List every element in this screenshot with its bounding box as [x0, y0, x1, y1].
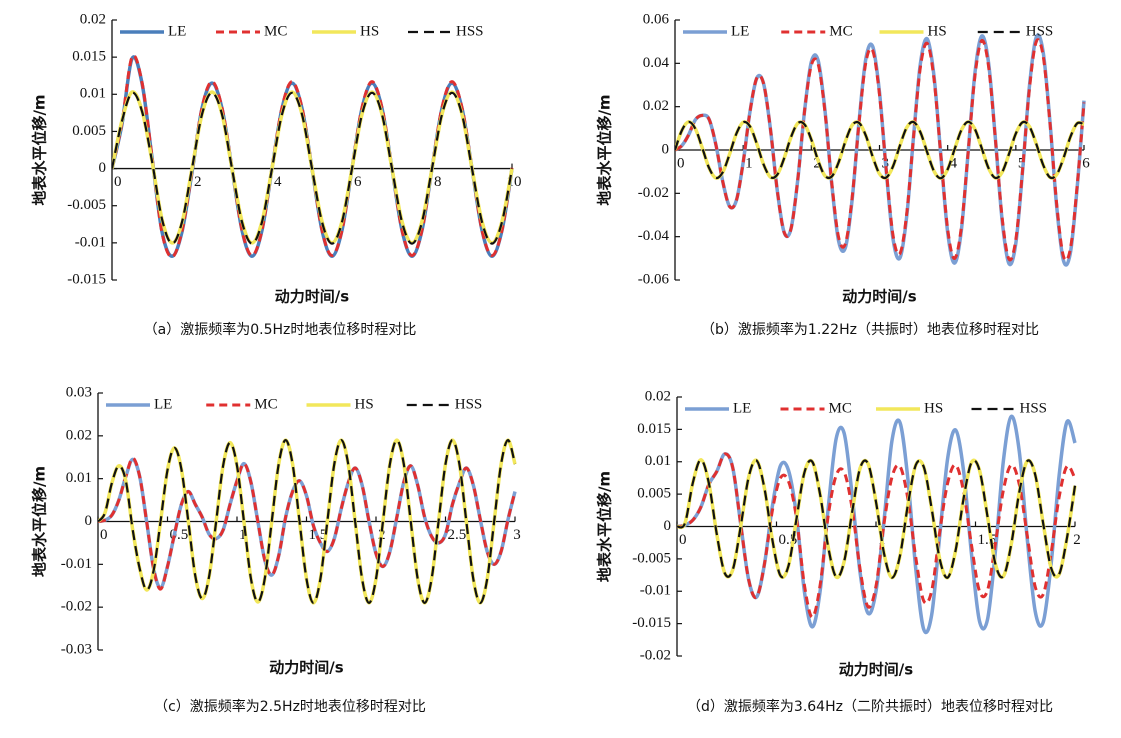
- legend-label: HSS: [455, 396, 483, 412]
- series-line: [677, 452, 1077, 619]
- x-tick-label: 6: [354, 174, 362, 190]
- x-tick-label: 0: [679, 532, 687, 548]
- legend-label: LE: [733, 400, 751, 416]
- caption: （c）激振频率为2.5Hz时地表位移时程对比: [154, 698, 426, 715]
- y-tick-label: 0: [664, 518, 672, 534]
- legend-label: HSS: [456, 23, 484, 39]
- series-line: [675, 120, 1085, 180]
- x-axis-label: 动力时间/s: [275, 288, 349, 306]
- x-tick-label: 0: [677, 155, 685, 171]
- y-tick-label: -0.005: [67, 197, 106, 213]
- series-line: [677, 458, 1077, 579]
- x-axis-label: 动力时间/s: [842, 288, 916, 306]
- legend-label: MC: [829, 400, 852, 416]
- panel: -0.015 -0.01 -0.005 0 0.005 0.01 0.015 0.02 0 2 4 6…: [31, 11, 522, 338]
- y-axis-label: 地表水平位移/m: [596, 471, 614, 582]
- y-tick-label: -0.02: [640, 647, 671, 663]
- series-line: [112, 91, 514, 245]
- x-tick-label: 2: [813, 155, 821, 171]
- y-tick-label: -0.02: [638, 185, 669, 201]
- y-tick-label: 0.01: [80, 86, 106, 102]
- legend-label: HS: [360, 23, 379, 39]
- caption: （a）激振频率为0.5Hz时地表位移时程对比: [144, 321, 417, 338]
- x-tick-label: 4: [950, 155, 958, 171]
- x-tick-label: 3: [513, 527, 521, 543]
- y-tick-label: -0.01: [61, 556, 92, 572]
- x-axis-label: 动力时间/s: [839, 661, 913, 679]
- legend-label: HSS: [1026, 23, 1054, 39]
- x-tick-label: 2: [1073, 532, 1081, 548]
- caption: （d）激振频率为3.64Hz（二阶共振时）地表位移时程对比: [687, 698, 1053, 715]
- legend-label: HS: [928, 23, 947, 39]
- legend-label: LE: [168, 23, 186, 39]
- y-tick-label: 0: [85, 513, 93, 529]
- legend-label: LE: [731, 23, 749, 39]
- y-tick-label: -0.005: [632, 550, 671, 566]
- y-tick-label: 0.03: [66, 384, 92, 400]
- series-line: [98, 456, 517, 591]
- caption: （b）激振频率为1.22Hz（共振时）地表位移时程对比: [701, 321, 1039, 338]
- y-tick-label: -0.015: [632, 615, 671, 631]
- series-line: [98, 439, 517, 604]
- y-tick-label: 0.02: [66, 427, 92, 443]
- y-tick-label: -0.01: [640, 583, 671, 599]
- x-tick-label: 8: [434, 174, 442, 190]
- y-tick-label: 0: [99, 160, 107, 176]
- y-axis-label: 地表水平位移/m: [596, 94, 614, 205]
- x-tick-label: 6: [1082, 155, 1090, 171]
- legend-label: MC: [264, 23, 287, 39]
- y-tick-label: -0.06: [638, 271, 670, 287]
- x-tick-label: 2: [194, 174, 202, 190]
- y-tick-label: 0.04: [643, 55, 670, 71]
- y-tick-label: 0.01: [645, 453, 671, 469]
- x-tick-label: 0: [100, 527, 108, 543]
- y-tick-label: 0.015: [637, 421, 671, 437]
- y-tick-label: 0.01: [66, 470, 92, 486]
- y-tick-label: 0.02: [80, 11, 106, 27]
- x-tick-label: 2.5: [448, 527, 467, 543]
- legend-label: HSS: [1020, 400, 1048, 416]
- x-tick-label: 4: [274, 174, 282, 190]
- y-tick-label: 0.06: [643, 11, 670, 27]
- y-tick-label: 0.005: [72, 123, 106, 139]
- y-tick-label: -0.015: [67, 271, 106, 287]
- y-tick-label: -0.04: [638, 228, 670, 244]
- y-tick-label: 0: [662, 141, 670, 157]
- x-axis-label: 动力时间/s: [269, 659, 343, 677]
- y-tick-label: 0.02: [643, 98, 669, 114]
- y-tick-label: 0.02: [645, 388, 671, 404]
- legend-label: HS: [924, 400, 943, 416]
- y-tick-label: 0.005: [637, 486, 671, 502]
- legend-label: HS: [355, 396, 374, 412]
- series-line: [112, 55, 514, 258]
- y-tick-label: -0.03: [61, 641, 92, 657]
- y-axis-label: 地表水平位移/m: [31, 94, 49, 205]
- x-tick-label: 1: [745, 155, 753, 171]
- y-tick-label: -0.02: [61, 599, 92, 615]
- y-tick-label: 0.015: [72, 49, 106, 65]
- x-tick-label: 0: [114, 174, 122, 190]
- series-line: [675, 38, 1086, 262]
- legend-label: MC: [254, 396, 277, 412]
- series-line: [112, 54, 514, 259]
- x-tick-label: 1: [239, 527, 247, 543]
- legend-label: MC: [829, 23, 852, 39]
- y-axis-label: 地表水平位移/m: [31, 466, 49, 577]
- panel: -0.02 -0.015 -0.01 -0.005 0 0.005 0.01 0.015 0.0…: [596, 388, 1081, 715]
- legend-label: LE: [154, 396, 172, 412]
- y-tick-label: -0.01: [75, 234, 106, 250]
